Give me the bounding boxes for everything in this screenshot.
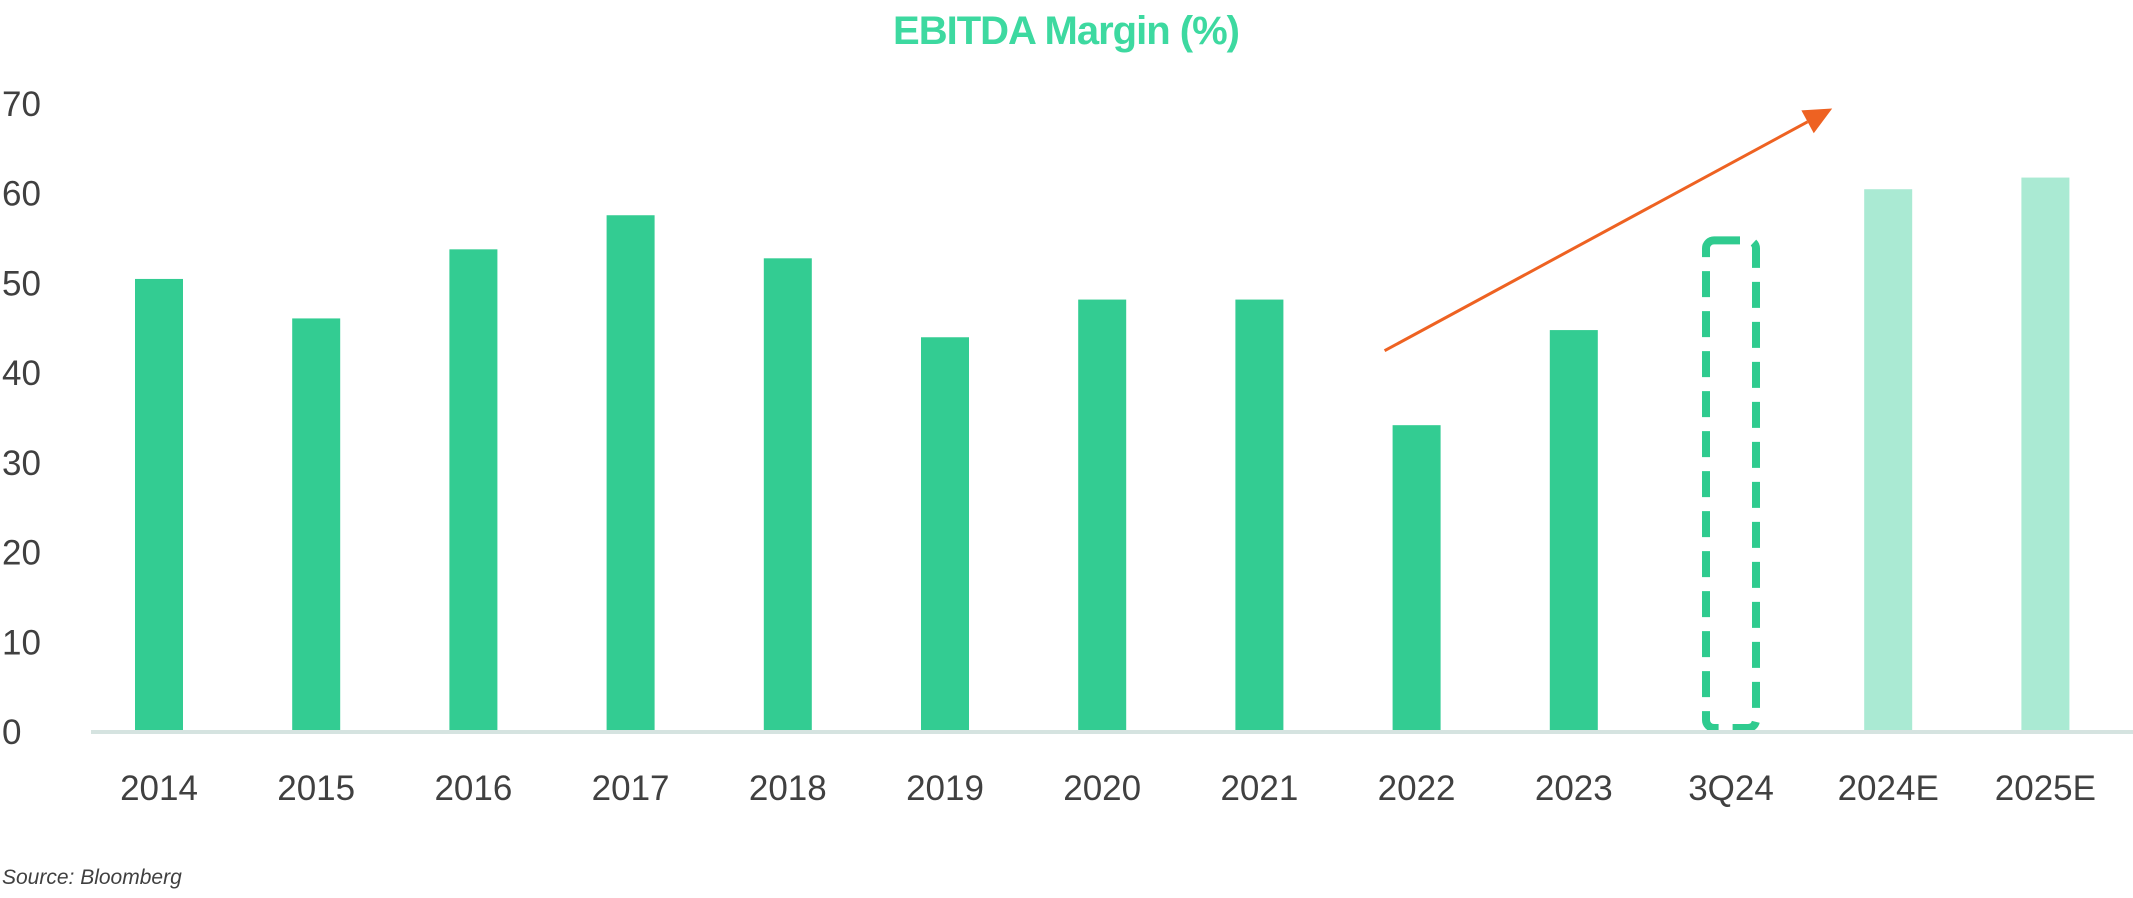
x-axis-ticks: 2014 2015 2016 2017 2018 2019 2020 2021 2022 2023… <box>120 769 2096 808</box>
bar-2018 <box>763 258 812 732</box>
x-tick-label: 2024E <box>1838 769 1939 808</box>
bar-2019 <box>921 337 969 732</box>
bar-3q24 <box>1702 236 1760 732</box>
y-tick-label: 0 <box>2 713 21 752</box>
x-tick-label: 2018 <box>749 769 827 808</box>
bar-2025e <box>2021 177 2070 732</box>
bar-2023 <box>1549 330 1598 732</box>
y-tick-label: 20 <box>2 534 41 573</box>
x-tick-label: 2025E <box>1995 769 2096 808</box>
bar-2021 <box>1235 299 1284 732</box>
trend-arrow-head <box>1801 108 1833 134</box>
x-tick-label: 2020 <box>1063 769 1141 808</box>
chart-title: EBITDA Margin (%) <box>893 9 1239 53</box>
bar-2014 <box>135 278 183 732</box>
x-tick-label: 2015 <box>277 769 355 808</box>
y-tick-label: 30 <box>2 444 41 483</box>
bar-2016 <box>449 249 498 732</box>
source-note: Source: Bloomberg <box>2 866 182 889</box>
trend-arrow <box>1383 108 1833 353</box>
y-tick-label: 10 <box>2 623 41 662</box>
x-tick-label: 2022 <box>1378 769 1456 808</box>
x-tick-label: 3Q24 <box>1688 769 1774 808</box>
bar-2024e <box>1864 189 1913 732</box>
x-tick-label: 2021 <box>1220 769 1298 808</box>
bar-2017 <box>606 215 655 732</box>
x-tick-label: 2023 <box>1535 769 1613 808</box>
y-tick-label: 40 <box>2 354 41 393</box>
y-tick-label: 50 <box>2 264 41 303</box>
x-tick-label: 2019 <box>906 769 984 808</box>
y-axis-ticks: 0 10 20 30 40 50 60 70 <box>2 85 41 752</box>
y-tick-label: 70 <box>2 85 41 124</box>
bar-2020 <box>1078 299 1127 732</box>
x-tick-label: 2016 <box>434 769 512 808</box>
x-tick-label: 2017 <box>592 769 670 808</box>
bar-2015 <box>292 318 341 732</box>
y-tick-label: 60 <box>2 175 41 214</box>
bar-series <box>135 177 2070 732</box>
x-tick-label: 2014 <box>120 769 198 808</box>
bar-2022 <box>1392 425 1441 732</box>
trend-arrow-shaft <box>1383 120 1809 353</box>
